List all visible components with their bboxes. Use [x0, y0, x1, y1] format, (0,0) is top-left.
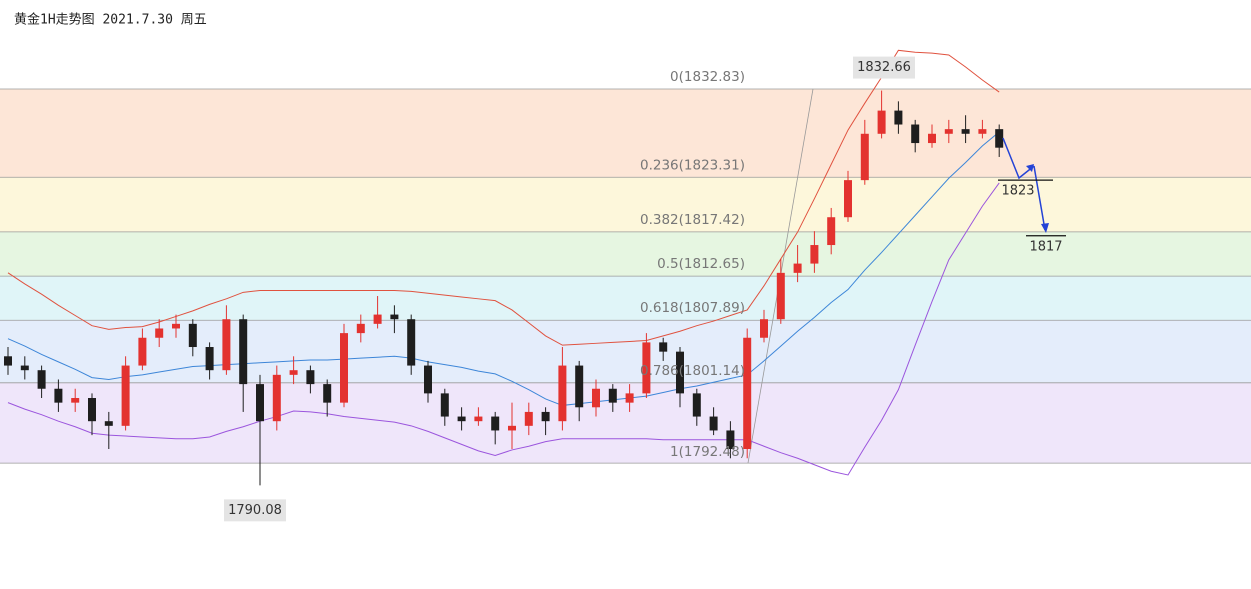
candle-body: [928, 133, 936, 144]
candle-body: [71, 398, 80, 403]
target-arrow: [1033, 165, 1046, 231]
fib-zone: [0, 276, 1251, 321]
candle-body: [256, 384, 264, 422]
candle-body: [625, 393, 634, 403]
candle-body: [205, 347, 214, 371]
candle-body: [272, 374, 281, 422]
arrow-head: [1041, 223, 1049, 233]
fib-level-label: 0(1832.83): [670, 69, 745, 85]
fib-level-label: 0.786(1801.14): [640, 363, 745, 379]
arrow-head: [1026, 164, 1034, 172]
target-arrow: [1002, 137, 1035, 180]
candle-body: [592, 388, 600, 408]
candle-body: [692, 393, 701, 417]
candle-body: [222, 319, 231, 371]
candle-body: [172, 323, 180, 329]
candle-body: [373, 314, 382, 324]
candle-body: [323, 384, 332, 403]
candle-body: [810, 245, 819, 264]
candle-body: [390, 314, 399, 320]
bollinger-band: [7, 182, 1000, 476]
bollinger-band: [7, 49, 1000, 346]
candle-body: [88, 398, 96, 422]
candle-body: [659, 342, 668, 352]
fib-level-label: 1(1792.48): [670, 444, 745, 460]
chart-title: 黄金1H走势图 2021.7.30 周五: [14, 12, 207, 28]
fib-zone: [0, 89, 1251, 178]
candle-body: [340, 333, 348, 403]
candle-body: [676, 351, 684, 394]
candle-body: [726, 430, 735, 450]
bollinger-band: [7, 131, 1000, 406]
fib-zone: [0, 177, 1251, 232]
candle-body: [558, 365, 567, 422]
price-tag-box: [224, 499, 286, 522]
candle-body: [911, 124, 920, 144]
price-tag: 1832.66: [857, 60, 911, 75]
candle-body: [844, 180, 852, 218]
fib-zone: [0, 231, 1251, 277]
candle-body: [877, 110, 886, 134]
candle-body: [54, 388, 63, 403]
candle-body: [961, 129, 970, 134]
candle-body: [575, 365, 584, 408]
candle-body: [995, 129, 1004, 148]
price-tag: 1790.08: [228, 503, 282, 518]
candle-body: [508, 425, 516, 431]
candle-body: [407, 319, 416, 366]
candle-body: [793, 263, 802, 273]
candle-body: [524, 411, 533, 426]
candle-body: [860, 133, 869, 181]
candle-body: [4, 356, 12, 366]
candle-body: [239, 319, 248, 385]
price-tag-box: [853, 56, 915, 79]
candle-body: [776, 272, 785, 320]
candle-body: [760, 319, 768, 338]
fib-zone: [0, 320, 1251, 383]
candle-body: [608, 388, 617, 403]
candle-body: [306, 370, 315, 385]
candle-body: [289, 370, 298, 375]
candle-body: [356, 323, 365, 334]
fib-zone: [0, 382, 1251, 464]
candle-body: [894, 110, 903, 125]
candle-body: [491, 416, 500, 431]
candle-body: [121, 365, 130, 426]
candle-body: [104, 421, 113, 426]
candle-body: [155, 328, 164, 338]
fib-level-label: 0.236(1823.31): [640, 157, 745, 173]
candle-body: [978, 129, 987, 134]
candle-body: [37, 370, 46, 389]
candle-body: [944, 129, 953, 134]
fib-level-label: 0.5(1812.65): [657, 256, 745, 272]
candle-body: [20, 365, 29, 371]
fib-level-label: 0.382(1817.42): [640, 212, 745, 228]
target-label: 1817: [1029, 239, 1062, 254]
candle-body: [541, 411, 550, 422]
candle-body: [188, 323, 197, 348]
candle-body: [440, 393, 449, 417]
fib-level-label: 0.618(1807.89): [640, 300, 745, 316]
candle-body: [474, 416, 483, 422]
candle-body: [424, 365, 432, 394]
candle-body: [709, 416, 718, 431]
candle-body: [743, 337, 752, 450]
candle-body: [457, 416, 466, 422]
candle-body: [827, 217, 836, 246]
target-label: 1823: [1001, 184, 1034, 199]
candle-body: [642, 342, 651, 394]
candle-body: [138, 337, 147, 366]
